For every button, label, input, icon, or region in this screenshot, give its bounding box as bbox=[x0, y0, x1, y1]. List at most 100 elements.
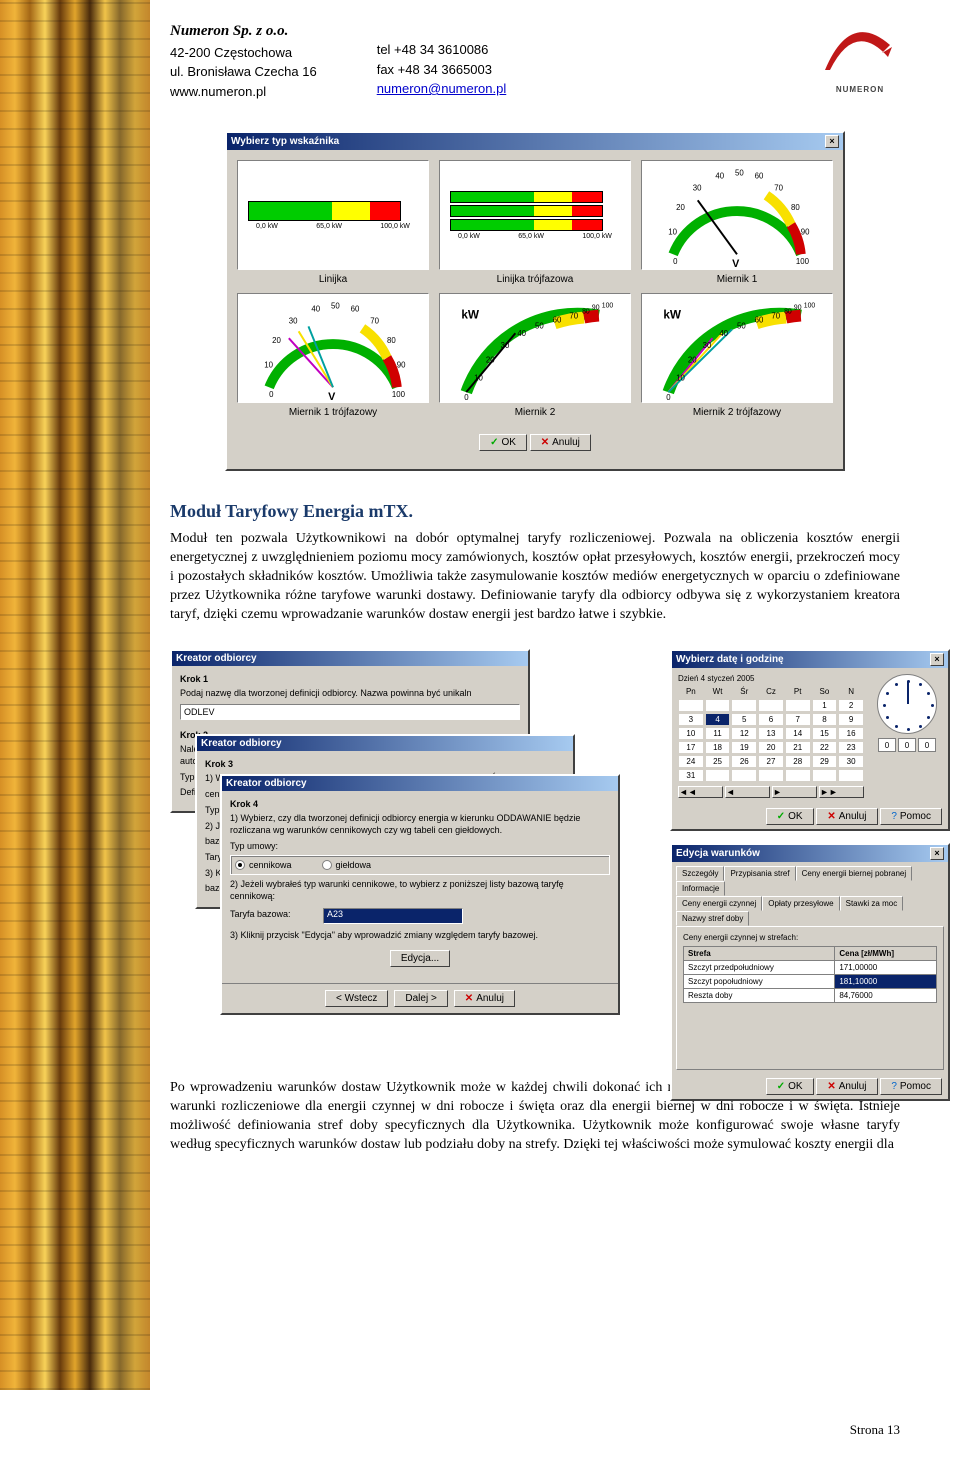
calendar-day[interactable]: 14 bbox=[785, 727, 811, 740]
calendar-day[interactable]: 15 bbox=[812, 727, 838, 740]
bottom-dialogs-area: Kreator odbiorcy Krok 1 Podaj nazwę dla … bbox=[170, 649, 900, 1069]
calendar-day[interactable]: 29 bbox=[812, 755, 838, 768]
calendar-day[interactable]: 25 bbox=[705, 755, 731, 768]
tab[interactable]: Szczegóły bbox=[676, 866, 724, 881]
calendar-day[interactable]: 4 bbox=[705, 713, 731, 726]
calendar-day[interactable]: 8 bbox=[812, 713, 838, 726]
gauge-cell-miernik1-3f[interactable]: 010 2030 4050 6070 8090 100 V Miernik 1 … bbox=[237, 293, 429, 418]
calendar-day[interactable]: 12 bbox=[731, 727, 757, 740]
gauge-cell-linijka[interactable]: 0,0 kW 65,0 kW 100,0 kW Linijka bbox=[237, 160, 429, 285]
right-dialogs: Wybierz datę i godzinę × Dzień 4 styczeń… bbox=[670, 649, 950, 1101]
calendar-day[interactable]: 30 bbox=[838, 755, 864, 768]
calendar-day[interactable]: 6 bbox=[758, 713, 784, 726]
help-button[interactable]: ? Pomoc bbox=[880, 808, 942, 825]
cancel-button[interactable]: ✕Anuluj bbox=[530, 434, 591, 451]
svg-text:90: 90 bbox=[397, 361, 406, 370]
calendar-day[interactable]: 2 bbox=[838, 699, 864, 712]
calendar-day[interactable]: 20 bbox=[758, 741, 784, 754]
calendar-day[interactable]: 13 bbox=[758, 727, 784, 740]
calendar-day[interactable]: 19 bbox=[731, 741, 757, 754]
name-input[interactable] bbox=[180, 704, 520, 720]
calendar-day-header: N bbox=[838, 685, 864, 698]
typ-umowy-label: Typ umowy: bbox=[230, 841, 610, 851]
nav-last[interactable]: ►► bbox=[819, 786, 864, 798]
tab[interactable]: Informacje bbox=[676, 881, 725, 896]
table-cell: Reszta doby bbox=[684, 989, 835, 1003]
table-cell: Szczyt przedpołudniowy bbox=[684, 961, 835, 975]
gauge-cell-miernik1[interactable]: 010 2030 4050 6070 8090 100 V Miernik 1 bbox=[641, 160, 833, 285]
gauge-label: Linijka trójfazowa bbox=[439, 274, 631, 285]
calendar-day bbox=[785, 769, 811, 782]
check-icon: ✓ bbox=[490, 437, 498, 448]
step-text: 1) Wybierz, czy dla tworzonej definicji … bbox=[230, 813, 610, 836]
edit-button[interactable]: Edycja... bbox=[390, 950, 450, 967]
tab[interactable]: Ceny energii czynnej bbox=[676, 896, 762, 911]
radio-gieldowa[interactable]: giełdowa bbox=[322, 860, 372, 870]
calendar-day[interactable]: 27 bbox=[758, 755, 784, 768]
calendar-day[interactable]: 1 bbox=[812, 699, 838, 712]
table-row[interactable]: Reszta doby84,76000 bbox=[684, 989, 937, 1003]
hour-input[interactable] bbox=[878, 738, 896, 752]
taryfa-select[interactable]: A23 bbox=[323, 908, 463, 924]
calendar-day[interactable]: 24 bbox=[678, 755, 704, 768]
calendar-day[interactable]: 18 bbox=[705, 741, 731, 754]
ok-button[interactable]: ✓OK bbox=[766, 808, 814, 825]
radio-cennikowa[interactable]: cennikowa bbox=[235, 860, 292, 870]
calendar-day[interactable]: 26 bbox=[731, 755, 757, 768]
tab-content: Ceny energii czynnej w strefach: StrefaC… bbox=[676, 926, 944, 1070]
ok-button[interactable]: ✓OK bbox=[766, 1078, 814, 1095]
calendar-day[interactable]: 5 bbox=[731, 713, 757, 726]
ruler-tick: 0,0 kW bbox=[458, 233, 480, 240]
back-button[interactable]: < Wstecz bbox=[325, 990, 388, 1007]
gauge-cell-miernik2-3f[interactable]: 010 2030 4050 6070 8090 100 kW Miernik 2… bbox=[641, 293, 833, 418]
svg-text:100: 100 bbox=[804, 303, 816, 310]
min-input[interactable] bbox=[898, 738, 916, 752]
cancel-button[interactable]: ✕Anuluj bbox=[816, 808, 877, 825]
calendar-day[interactable]: 10 bbox=[678, 727, 704, 740]
tab[interactable]: Przypisania stref bbox=[724, 866, 795, 881]
table-row[interactable]: Szczyt popołudniowy181,10000 bbox=[684, 975, 937, 989]
dialog-titlebar[interactable]: Wybierz datę i godzinę × bbox=[672, 651, 948, 668]
calendar-day[interactable]: 22 bbox=[812, 741, 838, 754]
calendar-day[interactable]: 28 bbox=[785, 755, 811, 768]
calendar-day[interactable]: 17 bbox=[678, 741, 704, 754]
close-icon[interactable]: × bbox=[930, 847, 944, 860]
svg-text:40: 40 bbox=[311, 305, 320, 314]
tab-row-2: Ceny energii czynnejOpłaty przesyłoweSta… bbox=[676, 896, 944, 926]
nav-next[interactable]: ► bbox=[772, 786, 817, 798]
ok-button[interactable]: ✓OK bbox=[479, 434, 527, 451]
gauge-cell-miernik2[interactable]: 010 2030 4050 6070 8090 100 kW Miernik 2 bbox=[439, 293, 631, 418]
calendar-day[interactable]: 7 bbox=[785, 713, 811, 726]
help-button[interactable]: ? Pomoc bbox=[880, 1078, 942, 1095]
cancel-button[interactable]: ✕Anuluj bbox=[454, 990, 515, 1007]
next-button[interactable]: Dalej > bbox=[394, 990, 447, 1007]
table-row[interactable]: Szczyt przedpołudniowy171,00000 bbox=[684, 961, 937, 975]
wizard-titlebar[interactable]: Kreator odbiorcy bbox=[197, 736, 573, 751]
cancel-button[interactable]: ✕Anuluj bbox=[816, 1078, 877, 1095]
calendar-day[interactable]: 11 bbox=[705, 727, 731, 740]
sec-input[interactable] bbox=[918, 738, 936, 752]
tab[interactable]: Nazwy stref doby bbox=[676, 911, 749, 926]
calendar-day[interactable]: 23 bbox=[838, 741, 864, 754]
calendar-day[interactable]: 16 bbox=[838, 727, 864, 740]
calendar-day[interactable]: 21 bbox=[785, 741, 811, 754]
nav-prev[interactable]: ◄ bbox=[725, 786, 770, 798]
close-icon[interactable]: × bbox=[930, 653, 944, 666]
calendar-day bbox=[758, 699, 784, 712]
gauge-cell-linijka-3f[interactable]: 0,0 kW 65,0 kW 100,0 kW Linijka trójfazo… bbox=[439, 160, 631, 285]
wizard-titlebar[interactable]: Kreator odbiorcy bbox=[172, 651, 528, 666]
close-icon[interactable]: × bbox=[825, 135, 839, 148]
calendar-day[interactable]: 9 bbox=[838, 713, 864, 726]
tab[interactable]: Ceny energii biernej pobranej bbox=[796, 866, 913, 881]
tab[interactable]: Opłaty przesyłowe bbox=[762, 896, 839, 911]
email-link[interactable]: numeron@numeron.pl bbox=[377, 81, 507, 96]
dialog-titlebar[interactable]: Edycja warunków × bbox=[672, 845, 948, 862]
calendar-grid[interactable]: PnWtŚrCzPtSoN123456789101112131415161718… bbox=[678, 685, 864, 782]
nav-first[interactable]: ◄◄ bbox=[678, 786, 723, 798]
ruler-tick: 65,0 kW bbox=[518, 233, 544, 240]
tab[interactable]: Stawki za moc bbox=[840, 896, 904, 911]
calendar-day[interactable]: 31 bbox=[678, 769, 704, 782]
calendar-day[interactable]: 3 bbox=[678, 713, 704, 726]
dialog-titlebar[interactable]: Wybierz typ wskaźnika × bbox=[227, 133, 843, 150]
wizard-titlebar[interactable]: Kreator odbiorcy bbox=[222, 776, 618, 791]
